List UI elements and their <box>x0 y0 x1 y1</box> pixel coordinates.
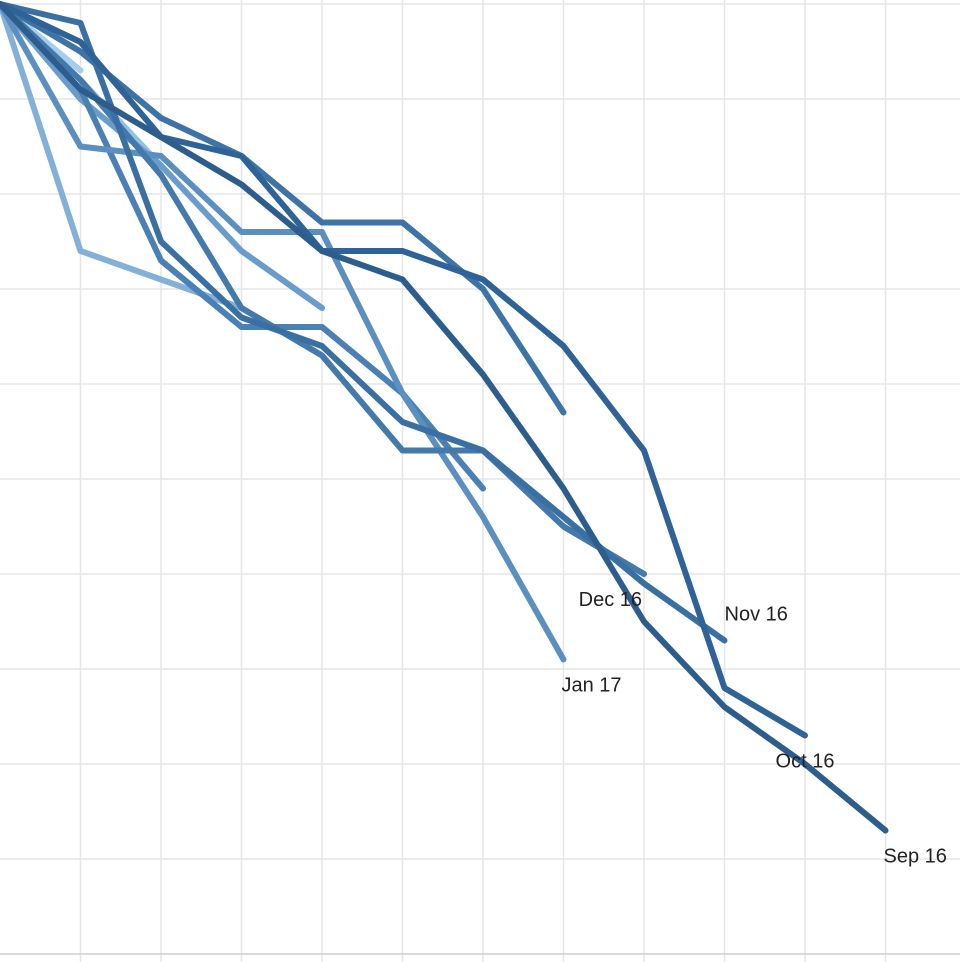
series-end-label: Dec 16 <box>579 589 642 611</box>
series-end-label: Nov 16 <box>725 604 788 626</box>
series-end-label: Jan 17 <box>562 675 622 697</box>
series-line-5 <box>0 1 567 416</box>
series-line-1 <box>0 1 808 739</box>
series-line-3 <box>0 1 647 577</box>
series-lines <box>0 1 889 834</box>
series-end-label: Oct 16 <box>776 751 835 773</box>
series-line-4 <box>0 1 567 663</box>
series-line-0 <box>0 1 889 834</box>
series-line-7 <box>0 1 325 311</box>
series-end-label: Sep 16 <box>884 846 947 868</box>
series-end-labels: Sep 16 Oct 16 Nov 16 Dec 16 Jan 17 <box>562 589 947 868</box>
